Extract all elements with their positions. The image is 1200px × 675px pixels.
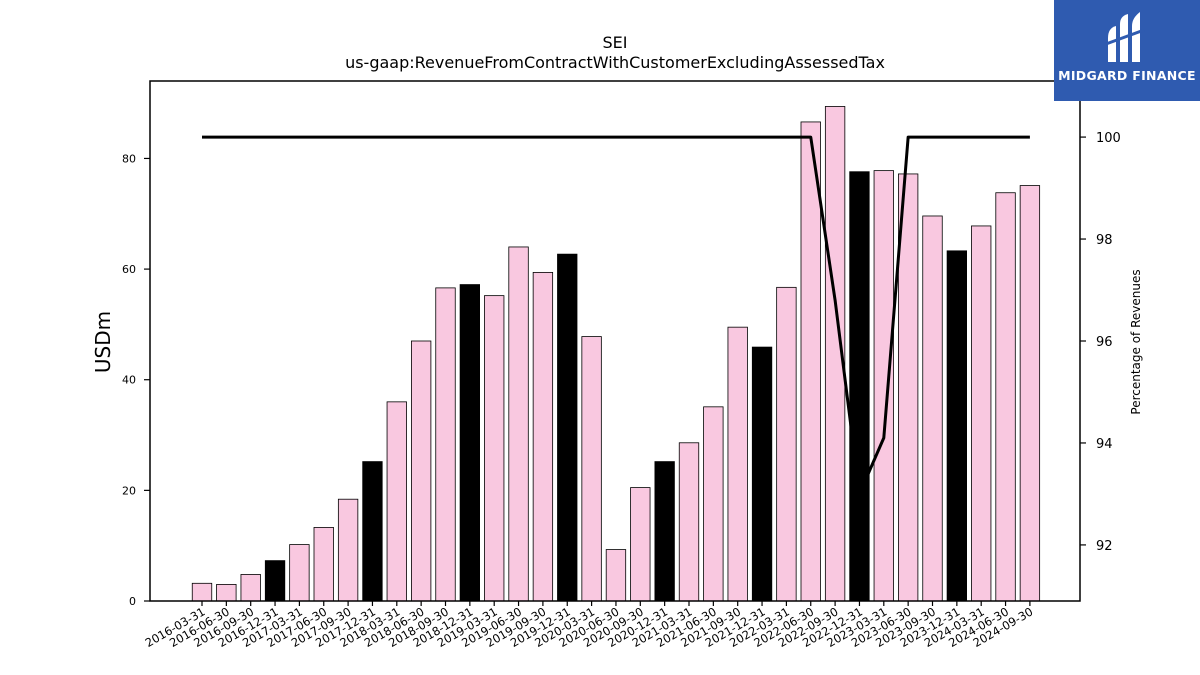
bar-2021-12-31 [751, 346, 773, 602]
bar-2019-06-30 [508, 246, 529, 602]
bar-2022-06-30 [800, 121, 821, 602]
bar-2017-09-30 [337, 498, 359, 602]
bar-2022-12-31 [849, 171, 870, 602]
x-axis-ticks: 2016-03-312016-06-302016-09-302016-12-31… [143, 601, 1035, 650]
y2-tick-label: 96 [1096, 335, 1113, 350]
y2-axis-ticks: 92 94 96 98 100 [1080, 131, 1121, 554]
percentage-line-path [202, 135, 1030, 496]
bar-2018-06-30 [410, 340, 432, 602]
y2-tick-label: 98 [1096, 233, 1113, 248]
bar-2021-03-31 [678, 442, 700, 602]
bar-2019-09-30 [532, 271, 554, 602]
bar-2019-03-31 [484, 295, 505, 602]
bar-2024-03-31 [971, 225, 992, 602]
bar-2023-12-31 [946, 250, 967, 602]
bar-2019-12-31 [557, 253, 578, 602]
midgard-finance-logo: MIDGARD FINANCE [1054, 0, 1200, 101]
bar-2020-06-30 [605, 549, 627, 602]
y2-tick-label: 94 [1096, 437, 1113, 452]
percentage-line [202, 135, 1030, 496]
y-tick-label: 80 [122, 152, 136, 165]
bar-2020-12-31 [654, 461, 675, 602]
y2-axis-label: Percentage of Revenues [1129, 269, 1143, 414]
y2-tick-label: 92 [1096, 539, 1113, 554]
bar-2018-12-31 [459, 284, 481, 602]
y-tick-label: 20 [122, 484, 136, 497]
bar-2017-03-31 [289, 544, 310, 602]
y-tick-label: 60 [122, 263, 136, 276]
bar-2020-09-30 [630, 487, 651, 602]
bar-2023-09-30 [922, 215, 943, 602]
bar-2021-06-30 [703, 406, 724, 602]
bar-2024-06-30 [995, 192, 1016, 602]
bar-2016-03-31 [191, 582, 213, 602]
bar-series [191, 106, 1041, 602]
y2-tick-label: 100 [1096, 131, 1121, 146]
chart-title: SEI [603, 33, 628, 52]
bar-2016-12-31 [264, 560, 286, 602]
bar-2022-03-31 [776, 286, 797, 602]
bar-2024-09-30 [1019, 185, 1041, 602]
y-tick-label: 0 [129, 595, 136, 608]
bar-2021-09-30 [727, 326, 748, 602]
logo-mark-icon [1105, 12, 1145, 62]
bar-2018-09-30 [435, 287, 456, 602]
logo-text: MIDGARD FINANCE [1058, 68, 1196, 83]
chart-subtitle: us-gaap:RevenueFromContractWithCustomerE… [345, 53, 885, 72]
bar-2017-06-30 [313, 527, 334, 602]
bar-2016-06-30 [216, 584, 237, 602]
y-axis-label: USDm [91, 311, 115, 373]
bar-2023-03-31 [873, 170, 894, 602]
bar-2017-12-31 [362, 461, 383, 602]
bar-2020-03-31 [581, 336, 602, 602]
y-axis-ticks: 0 20 40 60 80 [122, 152, 150, 608]
bar-2016-09-30 [240, 574, 261, 602]
y-tick-label: 40 [122, 374, 136, 387]
bar-2018-03-31 [386, 401, 407, 602]
